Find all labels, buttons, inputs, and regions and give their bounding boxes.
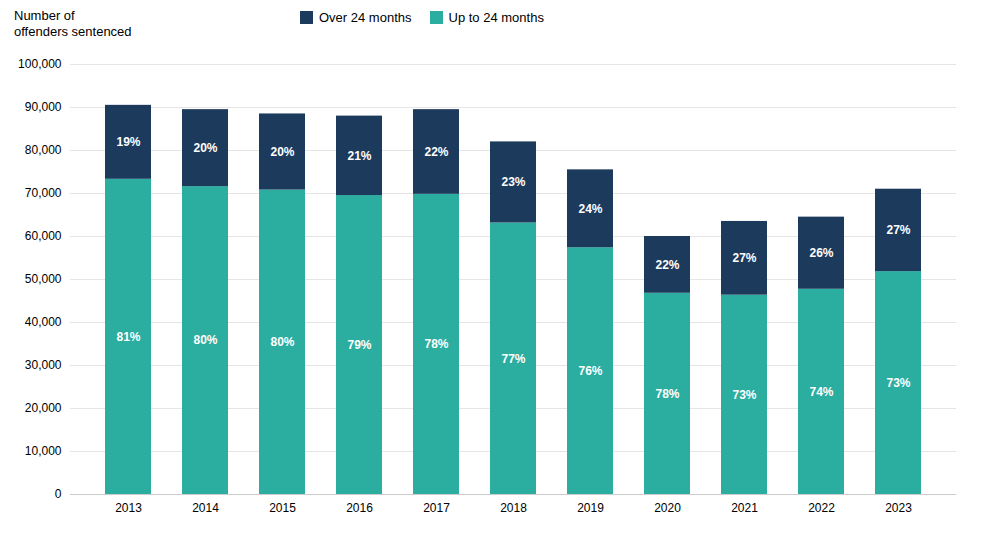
svg-text:2017: 2017 xyxy=(423,501,450,515)
svg-text:80%: 80% xyxy=(270,335,294,349)
svg-text:20%: 20% xyxy=(270,145,294,159)
svg-text:27%: 27% xyxy=(732,251,756,265)
svg-text:2022: 2022 xyxy=(808,501,835,515)
svg-text:2014: 2014 xyxy=(192,501,219,515)
svg-text:23%: 23% xyxy=(501,175,525,189)
svg-text:73%: 73% xyxy=(732,388,756,402)
svg-text:2013: 2013 xyxy=(115,501,142,515)
svg-text:2016: 2016 xyxy=(346,501,373,515)
svg-text:76%: 76% xyxy=(578,364,602,378)
html-text:Up to 24 months: Up to 24 months xyxy=(448,10,544,25)
svg-text:22%: 22% xyxy=(424,145,448,159)
svg-text:40,000: 40,000 xyxy=(25,315,62,329)
svg-text:80%: 80% xyxy=(193,333,217,347)
svg-text:21%: 21% xyxy=(347,149,371,163)
svg-text:100,000: 100,000 xyxy=(18,57,62,71)
svg-text:78%: 78% xyxy=(655,387,679,401)
svg-text:74%: 74% xyxy=(809,385,833,399)
svg-text:80,000: 80,000 xyxy=(25,143,62,157)
svg-text:26%: 26% xyxy=(809,246,833,260)
svg-text:70,000: 70,000 xyxy=(25,186,62,200)
svg-text:30,000: 30,000 xyxy=(25,358,62,372)
svg-text:24%: 24% xyxy=(578,202,602,216)
svg-text:10,000: 10,000 xyxy=(25,444,62,458)
svg-text:0: 0 xyxy=(55,487,62,501)
html-text:Number of offenders sentenced: Number of offenders sentenced xyxy=(14,8,132,39)
svg-text:2021: 2021 xyxy=(731,501,758,515)
html-text:Over 24 months: Over 24 months xyxy=(319,10,412,25)
svg-text:2019: 2019 xyxy=(577,501,604,515)
svg-text:19%: 19% xyxy=(116,135,140,149)
svg-text:2015: 2015 xyxy=(269,501,296,515)
svg-text:77%: 77% xyxy=(501,352,525,366)
svg-text:20%: 20% xyxy=(193,141,217,155)
svg-text:60,000: 60,000 xyxy=(25,229,62,243)
svg-text:22%: 22% xyxy=(655,258,679,272)
svg-text:78%: 78% xyxy=(424,337,448,351)
svg-text:2023: 2023 xyxy=(885,501,912,515)
svg-text:79%: 79% xyxy=(347,338,371,352)
svg-text:73%: 73% xyxy=(886,376,910,390)
svg-text:81%: 81% xyxy=(116,330,140,344)
svg-text:20,000: 20,000 xyxy=(25,401,62,415)
svg-text:50,000: 50,000 xyxy=(25,272,62,286)
svg-text:2020: 2020 xyxy=(654,501,681,515)
svg-text:2018: 2018 xyxy=(500,501,527,515)
svg-text:27%: 27% xyxy=(886,223,910,237)
svg-text:90,000: 90,000 xyxy=(25,100,62,114)
